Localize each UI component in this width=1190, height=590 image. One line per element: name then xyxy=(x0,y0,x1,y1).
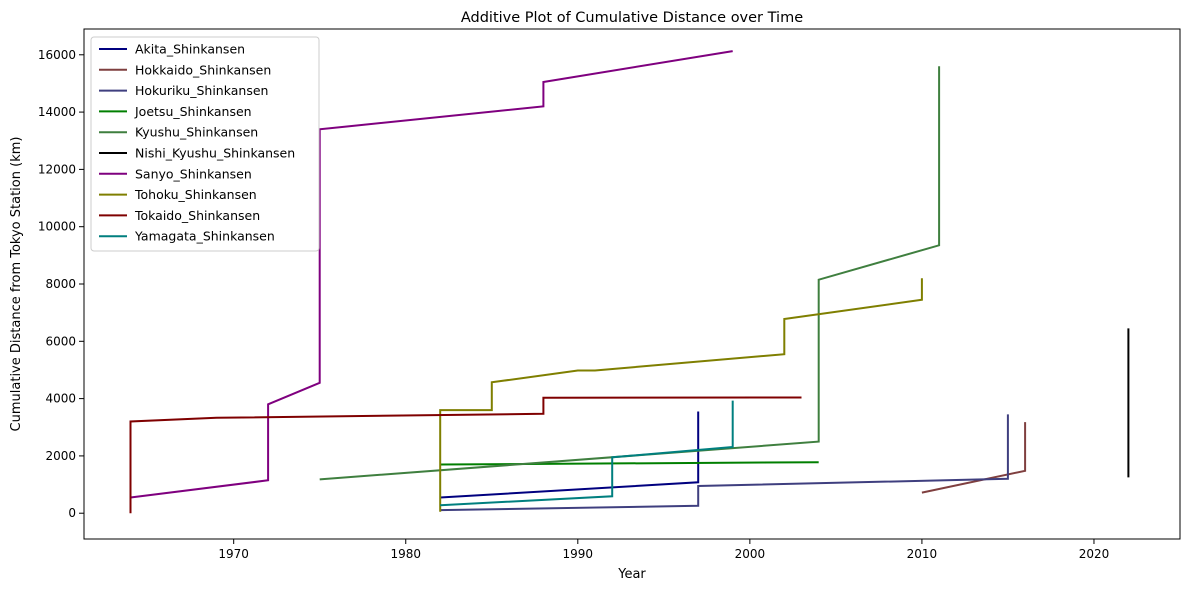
x-tick-label: 1970 xyxy=(218,547,249,561)
x-tick-label: 1990 xyxy=(563,547,594,561)
series-line-sanyo-shinkansen xyxy=(130,50,733,499)
y-axis-ticks: 0 2000 4000 6000 8000 10000 12000 14000 16000 xyxy=(38,48,84,520)
x-tick-label: 2000 xyxy=(735,547,766,561)
y-tick-label: 14000 xyxy=(38,105,76,119)
legend-box xyxy=(90,36,320,252)
legend-label: Tokaido_Shinkansen xyxy=(134,208,260,223)
series-line-tokaido-shinkansen xyxy=(129,396,802,514)
y-tick-label: 0 xyxy=(68,506,76,520)
legend-label: Akita_Shinkansen xyxy=(135,42,245,57)
legend-label: Nishi_Kyushu_Shinkansen xyxy=(135,146,295,161)
y-tick-label: 8000 xyxy=(45,277,76,291)
x-tick-label: 2020 xyxy=(1079,547,1110,561)
chart-title: Additive Plot of Cumulative Distance ove… xyxy=(461,10,803,26)
x-tick-label: 2010 xyxy=(907,547,938,561)
y-tick-label: 12000 xyxy=(38,162,76,176)
y-tick-label: 6000 xyxy=(45,334,76,348)
series-line-kyushu-shinkansen xyxy=(319,66,941,481)
legend-label: Yamagata_Shinkansen xyxy=(134,229,275,244)
legend: Akita_Shinkansen Hokkaido_Shinkansen Hokur… xyxy=(90,36,320,252)
y-tick-label: 10000 xyxy=(38,220,76,234)
plot-area xyxy=(129,50,1130,514)
legend-label: Hokkaido_Shinkansen xyxy=(135,62,271,77)
series-line-yamagata-shinkansen xyxy=(440,400,734,507)
x-tick-label: 1980 xyxy=(390,547,421,561)
series-line-hokkaido-shinkansen xyxy=(921,422,1027,494)
y-tick-label: 4000 xyxy=(45,392,76,406)
y-axis-label: Cumulative Distance from Tokyo Station (… xyxy=(9,137,24,432)
y-tick-label: 16000 xyxy=(38,48,76,62)
series-line-hokuriku-shinkansen xyxy=(440,414,1009,512)
legend-label: Kyushu_Shinkansen xyxy=(135,125,258,140)
legend-label: Tohoku_Shinkansen xyxy=(134,187,257,202)
legend-label: Joetsu_Shinkansen xyxy=(134,104,252,119)
x-axis-ticks: 1970 1980 1990 2000 2010 2020 xyxy=(218,539,1109,561)
series-line-tohoku-shinkansen xyxy=(439,278,923,512)
legend-label: Sanyo_Shinkansen xyxy=(135,166,252,181)
legend-label: Hokuriku_Shinkansen xyxy=(135,83,268,98)
series-line-joetsu-shinkansen xyxy=(440,461,819,466)
series-line-akita-shinkansen xyxy=(440,411,700,499)
y-tick-label: 2000 xyxy=(45,449,76,463)
x-axis-label: Year xyxy=(617,567,646,582)
